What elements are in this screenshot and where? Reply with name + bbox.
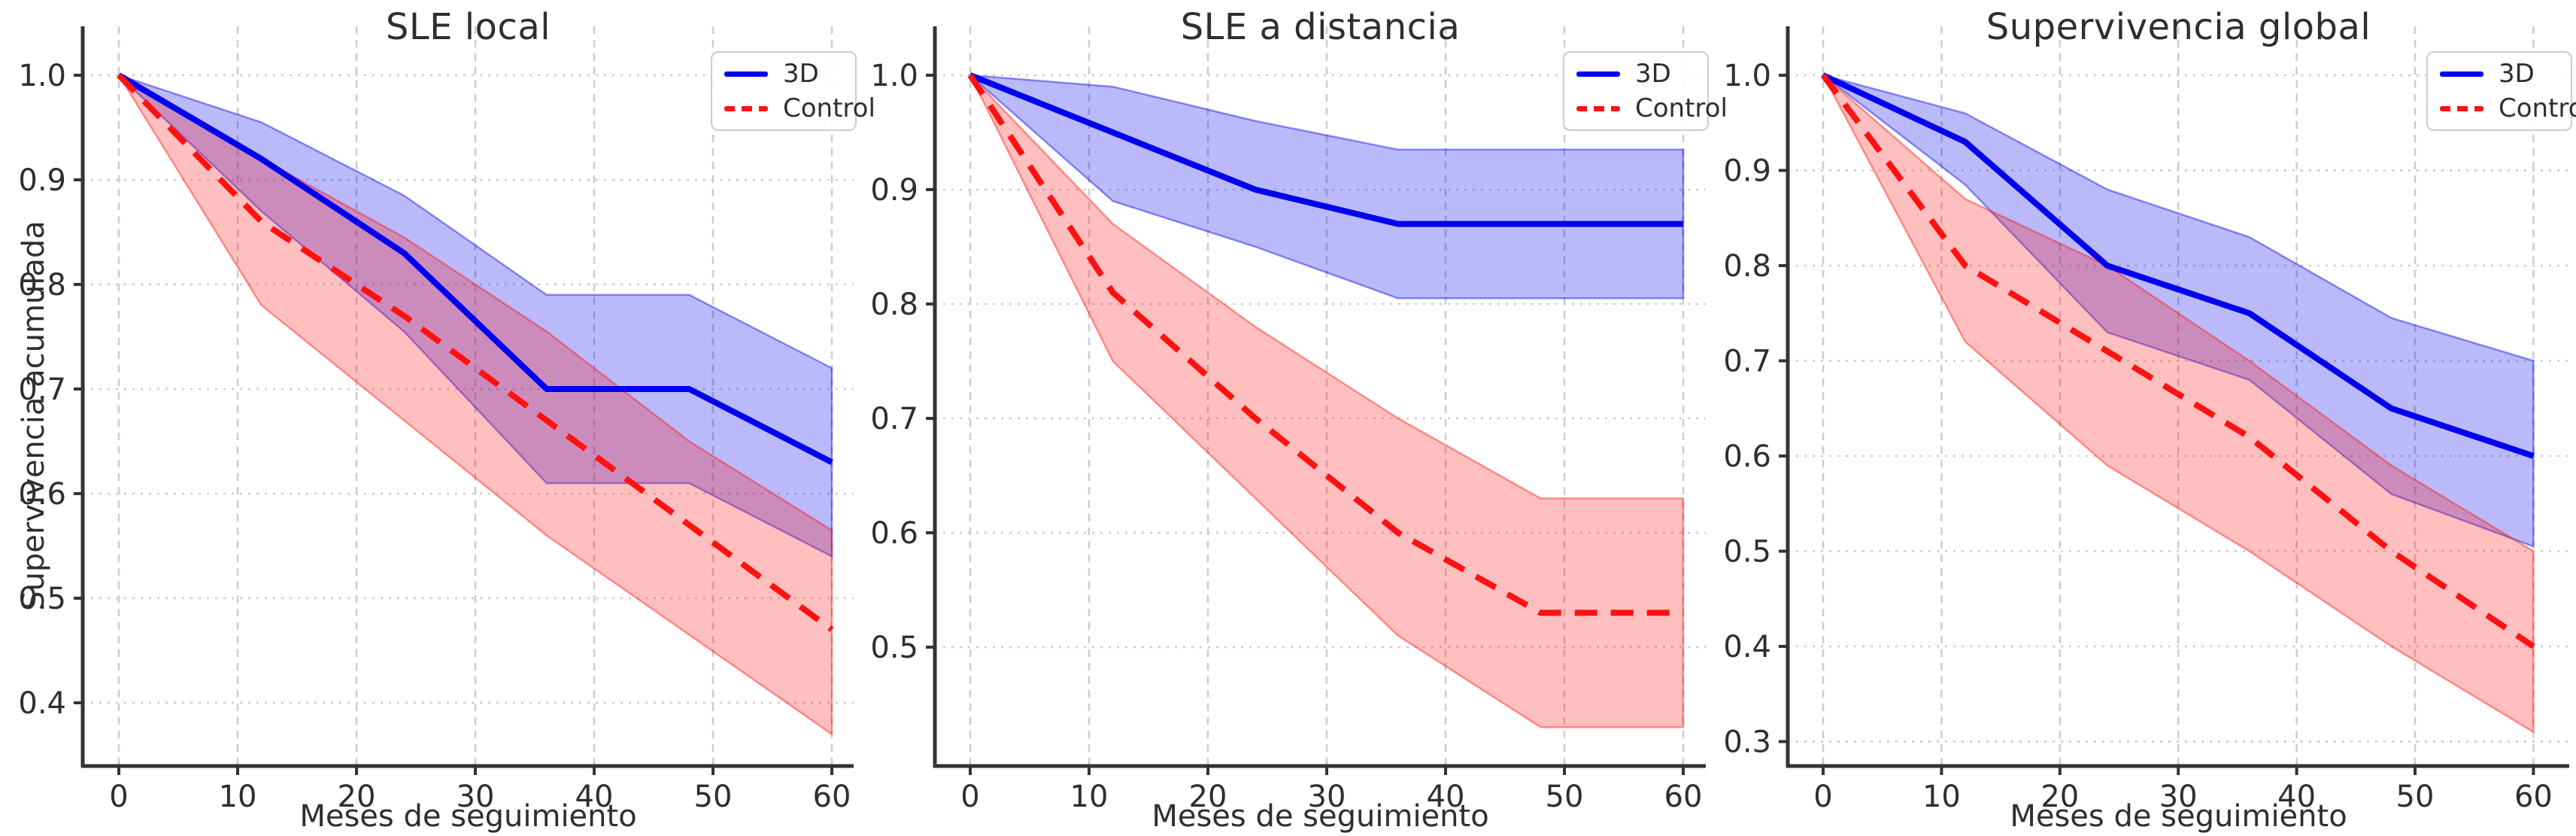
y-tick-label: 0.5 [18, 582, 66, 616]
y-axis-label: Supervivencia acumulada [17, 220, 51, 610]
x-tick-label: 30 [457, 780, 495, 814]
legend-2: 3D Control [2426, 51, 2576, 131]
y-tick-label: 1.0 [870, 59, 918, 93]
plot-title-sle-distancia: SLE a distancia [1180, 6, 1461, 48]
y-tick-label: 0.6 [18, 477, 66, 512]
red-dashed-line-swatch [2440, 105, 2483, 111]
y-tick-label: 0.6 [870, 516, 918, 551]
series-line-control [117, 73, 834, 632]
y-tick-label: 0.7 [1723, 345, 1771, 379]
x-tick-label: 0 [1813, 780, 1832, 814]
blue-solid-line-swatch [724, 71, 768, 77]
ci-band-3d [117, 74, 833, 558]
x-tick-label: 60 [813, 780, 851, 814]
legend-item-3d: 3D [2440, 60, 2560, 87]
x-axis-label-1: Meses de seguimiento [1151, 799, 1489, 834]
plot-canvas-1: 0 10 20 30 40 50 60 1.0 0.9 0.8 0.7 0.6 0.5 [870, 26, 1706, 814]
legend-label: 3D [2499, 59, 2535, 89]
series-line-3d [117, 72, 833, 465]
x-tick-label: 30 [1308, 780, 1346, 814]
x-tick-label: 20 [1189, 780, 1227, 814]
x-tick-label: 60 [2514, 780, 2553, 814]
y-tick-label: 0.4 [1723, 630, 1771, 664]
series-line-3d [1822, 72, 2535, 459]
series-line-control [1820, 73, 2535, 649]
x-tick-label: 50 [694, 780, 733, 814]
plot-canvas-2: 0 10 20 30 40 50 60 1.0 0.9 0.8 0.7 0.6 0.5 0.4 0.3 [1723, 26, 2569, 814]
y-tick-label: 0.8 [870, 287, 918, 322]
y-tick-label: 0.8 [18, 268, 66, 302]
red-dashed-line-swatch [724, 105, 768, 111]
x-tick-label: 10 [219, 780, 257, 814]
x-tick-label: 0 [960, 780, 979, 814]
plot-title-sle-local: SLE local [385, 6, 551, 48]
ci-band-control [117, 74, 833, 735]
x-tick-label: 10 [1922, 780, 1961, 814]
y-tick-label: 0.7 [18, 372, 66, 407]
legend-0: 3D Control [711, 51, 875, 131]
y-tick-label: 0.6 [1723, 439, 1771, 474]
y-tick-label: 0.9 [1723, 154, 1771, 189]
x-tick-label: 20 [338, 780, 376, 814]
legend-item-control: Control [1576, 95, 1728, 122]
blue-solid-line-swatch [1576, 71, 1620, 77]
y-tick-label: 0.7 [870, 402, 918, 436]
x-tick-label: 50 [2396, 780, 2435, 814]
plot-title-supervivencia-global: Supervivencia global [1986, 6, 2371, 48]
legend-label: 3D [783, 59, 819, 89]
y-tick-label: 1.0 [18, 59, 66, 93]
x-tick-label: 60 [1664, 780, 1703, 814]
legend-item-control: Control [724, 95, 875, 122]
legend-1: 3D Control [1563, 51, 1728, 131]
legend-item-3d: 3D [1576, 60, 1697, 87]
y-tick-label: 1.0 [1723, 59, 1771, 93]
x-tick-label: 40 [575, 780, 614, 814]
x-tick-label: 20 [2040, 780, 2079, 814]
red-dashed-line-swatch [1576, 105, 1620, 111]
y-tick-label: 0.3 [1723, 725, 1771, 760]
x-axis-label-0: Meses de seguimiento [299, 799, 637, 834]
y-tick-label: 0.5 [1723, 535, 1771, 570]
x-tick-label: 40 [1427, 780, 1465, 814]
y-tick-label: 0.9 [870, 173, 918, 208]
legend-item-control: Control [2440, 95, 2576, 122]
x-tick-label: 50 [1546, 780, 1584, 814]
y-tick-label: 0.4 [18, 686, 66, 721]
ci-band-control [1822, 74, 2535, 734]
y-tick-label: 0.5 [870, 631, 918, 665]
plot-canvas-0: 0 10 20 30 40 50 60 1.0 0.9 0.8 0.7 0.6 0.5 0.4 [18, 26, 854, 814]
legend-label: Control [783, 93, 875, 123]
x-tick-label: 0 [109, 780, 128, 814]
x-tick-label: 30 [2159, 780, 2198, 814]
legend-label: Control [1635, 93, 1728, 123]
x-axis-label-2: Meses de seguimiento [2010, 799, 2347, 834]
series-line-3d [969, 72, 1683, 227]
legend-item-3d: 3D [724, 60, 845, 87]
y-tick-label: 0.9 [18, 163, 66, 198]
blue-solid-line-swatch [2440, 71, 2483, 77]
x-tick-label: 40 [2277, 780, 2316, 814]
legend-label: Control [2499, 93, 2576, 123]
legend-label: 3D [1635, 59, 1671, 89]
y-tick-label: 0.8 [1723, 249, 1771, 284]
x-tick-label: 10 [1070, 780, 1109, 814]
